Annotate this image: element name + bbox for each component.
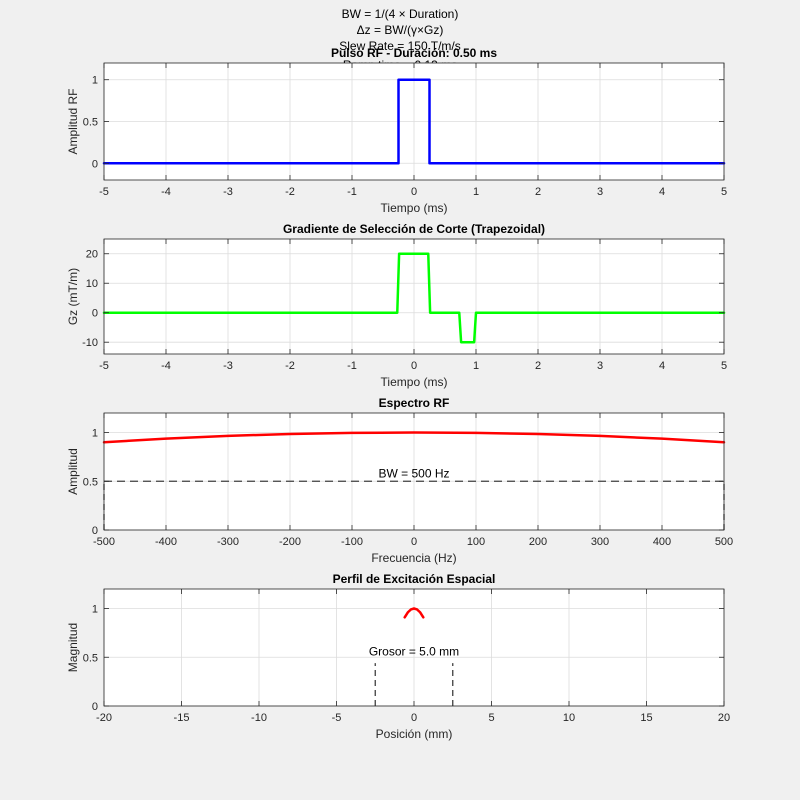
y-tick-label: 1 <box>92 75 98 87</box>
x-tick-label: 5 <box>721 186 727 198</box>
y-tick-label: 1 <box>92 428 98 440</box>
x-tick-label: -5 <box>332 712 342 724</box>
y-tick-label: 0 <box>92 701 98 713</box>
y-tick-label: 20 <box>86 249 98 261</box>
x-tick-label: 1 <box>473 186 479 198</box>
x-tick-label: -2 <box>285 186 295 198</box>
x-tick-label: -4 <box>161 360 171 372</box>
series-line-1 <box>102 252 726 344</box>
y-tick-label: 1 <box>92 604 98 616</box>
x-tick-label: 400 <box>653 536 671 548</box>
annotation-label: BW = 500 Hz <box>378 466 449 480</box>
x-axis-label: Frecuencia (Hz) <box>371 551 456 565</box>
x-axis-label: Posición (mm) <box>376 727 453 741</box>
x-tick-label: -200 <box>279 536 301 548</box>
plot-title: Pulso RF - Duración: 0.50 ms <box>331 46 497 60</box>
y-tick-label: 0.5 <box>83 652 98 664</box>
x-tick-label: 20 <box>718 712 730 724</box>
y-tick-label: -10 <box>82 337 98 349</box>
x-tick-label: 500 <box>715 536 733 548</box>
x-axis-label: Tiempo (ms) <box>381 201 448 215</box>
y-tick-label: 0 <box>92 308 98 320</box>
x-tick-label: 4 <box>659 186 665 198</box>
plot-title: Espectro RF <box>379 396 450 410</box>
x-tick-label: -300 <box>217 536 239 548</box>
header-line: Δz = BW/(γ×Gz) <box>357 23 444 37</box>
x-tick-label: 10 <box>563 712 575 724</box>
x-tick-label: -20 <box>96 712 112 724</box>
x-tick-label: -3 <box>223 186 233 198</box>
figure-header: BW = 1/(4 × Duration) Δz = BW/(γ×Gz) Slew … <box>339 7 461 72</box>
plot-title: Gradiente de Selección de Corte (Trapezo… <box>283 222 545 236</box>
x-tick-label: 200 <box>529 536 547 548</box>
x-tick-label: 3 <box>597 360 603 372</box>
series-line-1 <box>102 431 726 444</box>
x-tick-label: 0 <box>411 536 417 548</box>
y-tick-label: 0.5 <box>83 476 98 488</box>
y-tick-label: 0.5 <box>83 117 98 129</box>
y-tick-label: 10 <box>86 278 98 290</box>
x-tick-label: 1 <box>473 360 479 372</box>
x-tick-label: -5 <box>99 186 109 198</box>
x-tick-label: 0 <box>411 712 417 724</box>
x-tick-label: -1 <box>347 360 357 372</box>
y-axis-label: Amplitud <box>66 448 80 495</box>
y-axis-label: Gz (mT/m) <box>66 268 80 325</box>
x-tick-label: -3 <box>223 360 233 372</box>
x-axis-label: Tiempo (ms) <box>381 375 448 389</box>
y-axis-label: Magnitud <box>66 623 80 672</box>
x-tick-label: -10 <box>251 712 267 724</box>
x-tick-label: 3 <box>597 186 603 198</box>
series-line-1 <box>403 607 425 619</box>
plot-3: BW = 500 Hz -500 -400 -300 -200 -100 0 100 200 30… <box>66 396 733 565</box>
x-tick-label: 5 <box>488 712 494 724</box>
header-line: BW = 1/(4 × Duration) <box>342 7 459 21</box>
x-tick-label: -400 <box>155 536 177 548</box>
plot-title: Perfil de Excitación Espacial <box>333 572 496 586</box>
x-tick-label: 300 <box>591 536 609 548</box>
x-tick-label: 0 <box>411 186 417 198</box>
x-tick-label: -5 <box>99 360 109 372</box>
x-tick-label: 0 <box>411 360 417 372</box>
x-tick-label: 100 <box>467 536 485 548</box>
y-axis-label: Amplitud RF <box>66 88 80 154</box>
header-line: Slew Rate = 150 T/m/s <box>339 39 461 53</box>
series-line-1 <box>102 78 726 165</box>
plot-1: -5 -4 -3 -2 -1 0 1 2 3 4 5 0 0.5 1 Pulso RF - Duración… <box>66 46 727 215</box>
x-tick-label: 4 <box>659 360 665 372</box>
plot-4: Grosor = 5.0 mm -20 -15 -10 -5 0 5 10 15 20 0 0.5 1 P… <box>66 572 730 741</box>
x-tick-label: -500 <box>93 536 115 548</box>
y-tick-label: 0 <box>92 158 98 170</box>
annotation-label: Grosor = 5.0 mm <box>369 644 459 658</box>
x-tick-label: -15 <box>174 712 190 724</box>
y-tick-label: 0 <box>92 525 98 537</box>
x-tick-label: 2 <box>535 186 541 198</box>
x-tick-label: -100 <box>341 536 363 548</box>
x-tick-label: 15 <box>640 712 652 724</box>
x-tick-label: -2 <box>285 360 295 372</box>
x-tick-label: 5 <box>721 360 727 372</box>
x-tick-label: -1 <box>347 186 357 198</box>
x-tick-label: 2 <box>535 360 541 372</box>
x-tick-label: -4 <box>161 186 171 198</box>
